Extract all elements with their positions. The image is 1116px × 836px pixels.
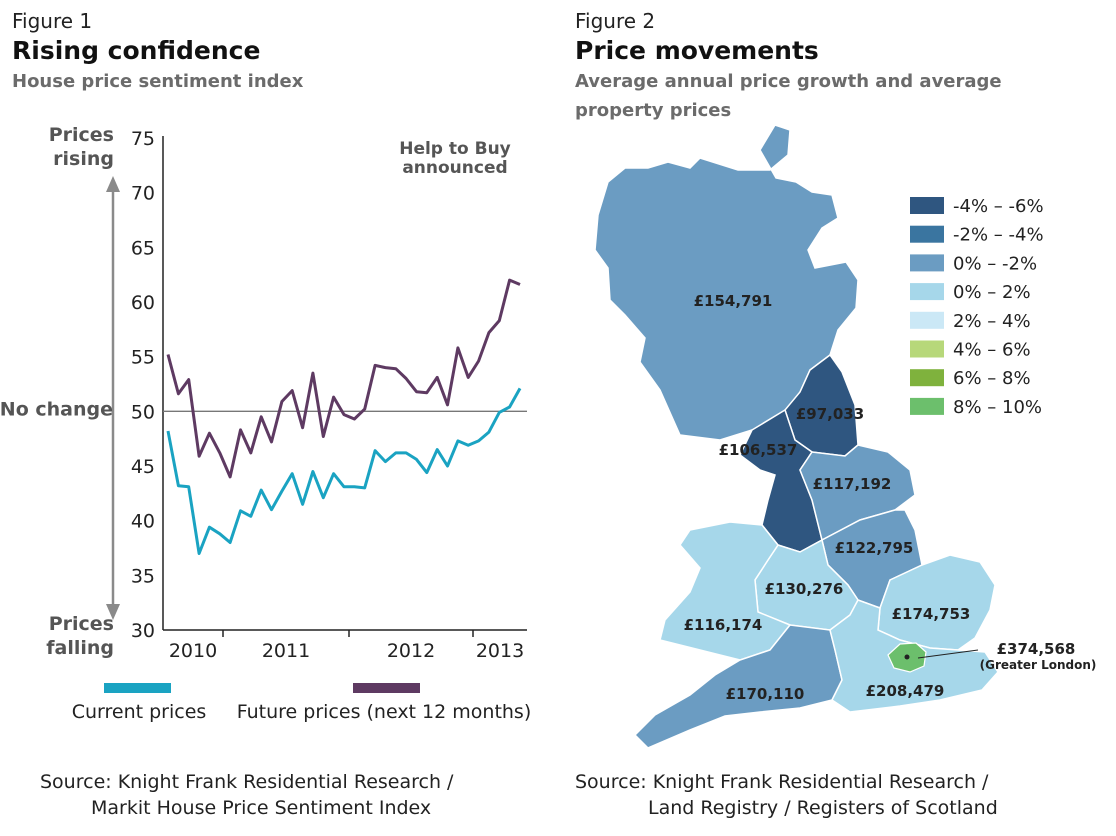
map-legend-swatch — [910, 397, 944, 415]
region-yorkshire — [799, 444, 916, 542]
y-tick-label: 55 — [131, 347, 155, 369]
uk-price-map: £154,791 £97,033 £106,537 £117,192 £122,… — [594, 124, 1097, 749]
map-legend-swatch — [910, 254, 944, 272]
map-legend-swatch — [910, 283, 944, 301]
x-tick-label: 2011 — [262, 640, 310, 662]
arrow-down-head — [106, 604, 120, 620]
figure2-source-line2: Land Registry / Registers of Scotland — [648, 797, 998, 819]
map-legend-swatch — [910, 197, 944, 214]
map-legend-swatch — [910, 311, 944, 329]
map-legend-swatch — [910, 369, 944, 387]
price-label-north-east: £97,033 — [796, 405, 864, 423]
figure2-subtitle: Average annual price growth and average … — [575, 67, 1002, 125]
figure1-source-line1: Source: Knight Frank Residential Researc… — [40, 771, 454, 793]
figure1-source: Source: Knight Frank Residential Researc… — [40, 769, 453, 821]
y-tick-label: 60 — [131, 292, 155, 314]
price-label-yorkshire: £117,192 — [813, 475, 892, 493]
london-leader-line — [917, 649, 979, 659]
map-legend-swatch — [910, 340, 944, 358]
figure2-source: Source: Knight Frank Residential Researc… — [575, 769, 998, 821]
x-tick-label: 2010 — [169, 640, 217, 662]
prices-rising-line2: rising — [53, 148, 114, 170]
map-legend-label: 4% – 6% — [953, 340, 1031, 361]
prices-falling-line1: Prices — [49, 613, 114, 635]
figure1-title: Rising confidence — [12, 36, 261, 65]
y-tick-label: 70 — [131, 183, 155, 205]
price-label-scotland: £154,791 — [694, 292, 773, 310]
legend-swatch-future — [353, 683, 420, 693]
series-line-future — [166, 278, 521, 479]
legend-label-current: Current prices — [72, 701, 207, 723]
price-label-greater-london: £374,568 — [997, 640, 1076, 658]
price-label-south-east: £208,479 — [866, 682, 945, 700]
y-tick-label: 40 — [131, 511, 155, 533]
price-label-south-west: £170,110 — [726, 685, 805, 703]
price-label-east: £174,753 — [892, 605, 971, 623]
map-legend-label: 0% – 2% — [953, 282, 1031, 303]
prices-rising-line1: Prices — [49, 124, 114, 146]
figure1-subtitle: House price sentiment index — [12, 71, 304, 92]
price-label-north-west: £106,537 — [719, 441, 798, 459]
y-tick-label: 65 — [131, 237, 155, 259]
london-leader-dot — [904, 654, 910, 660]
x-tick-label: 2013 — [476, 640, 524, 662]
legend-label-future: Future prices (next 12 months) — [237, 701, 532, 723]
figure1-label: Figure 1 — [12, 9, 93, 33]
map-legend-label: -4% – -6% — [953, 196, 1044, 217]
help-to-buy-label-line1: Help to Buy — [399, 139, 511, 159]
figure2-title: Price movements — [575, 36, 819, 65]
figure2-label: Figure 2 — [575, 9, 656, 33]
no-change-label: No change — [0, 398, 113, 420]
y-tick-label: 50 — [131, 401, 155, 423]
greater-london-note: (Greater London) — [980, 658, 1097, 672]
map-legend-label: 0% – -2% — [953, 253, 1037, 274]
help-to-buy-label-line2: announced — [402, 158, 507, 178]
price-label-east-midlands: £122,795 — [835, 539, 914, 557]
region-wales — [659, 521, 792, 661]
y-tick-label: 30 — [131, 620, 155, 642]
map-legend-label: 6% – 8% — [953, 368, 1031, 389]
y-tick-label: 75 — [131, 128, 155, 150]
map-legend-label: 8% – 10% — [953, 397, 1042, 418]
figure2-source-line1: Source: Knight Frank Residential Researc… — [575, 771, 989, 793]
sentiment-line-chart: 30 35 40 45 50 55 60 65 70 75 2010 2011 2012 2013 Pr… — [0, 124, 532, 723]
x-tick-label: 2012 — [387, 640, 435, 662]
map-legend-label: 2% – 4% — [953, 311, 1031, 332]
prices-falling-line2: falling — [46, 637, 114, 659]
figure2-subtitle-line2: property prices — [575, 100, 732, 121]
figure1-source-line2: Markit House Price Sentiment Index — [91, 797, 432, 819]
legend-swatch-current — [104, 683, 171, 693]
arrow-up-head — [106, 176, 120, 192]
series-line-current — [166, 387, 522, 555]
price-label-west-midlands: £130,276 — [765, 580, 844, 598]
y-tick-label: 35 — [131, 565, 155, 587]
map-legend-swatch — [910, 225, 944, 243]
y-tick-label: 45 — [131, 456, 155, 478]
figure2-subtitle-line1: Average annual price growth and average — [575, 71, 1002, 92]
region-scotland — [594, 124, 859, 441]
map-legend-label: -2% – -4% — [953, 225, 1044, 246]
price-label-wales: £116,174 — [684, 616, 763, 634]
